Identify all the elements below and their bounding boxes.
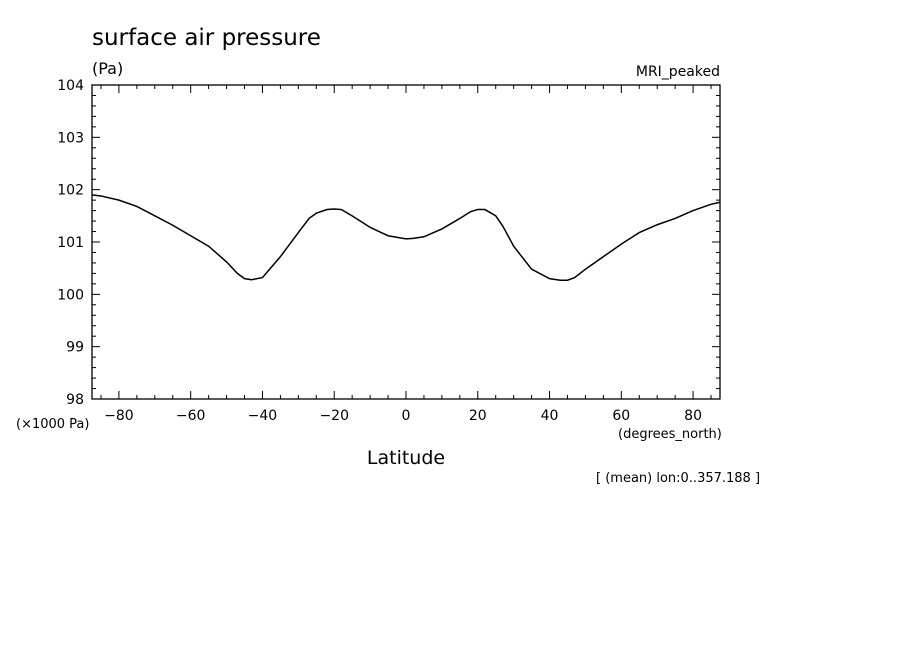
units-label: (Pa) [92,59,123,78]
x-tick-label: −20 [319,408,349,424]
x-tick-label: 40 [541,408,559,424]
footnote: [ (mean) lon:0..357.188 ] [596,471,760,486]
x-tick-label: −80 [104,408,134,424]
x-tick-label: 60 [612,408,630,424]
x-axis-label: Latitude [367,447,445,469]
x-unit-label: (degrees_north) [618,427,722,442]
x-tick-label: 0 [402,408,411,424]
x-tick-label: 80 [684,408,702,424]
y-tick-label: 100 [57,287,84,303]
x-tick-labels: −80 −60 −40 −20 0 20 40 60 80 [104,408,702,424]
model-label: MRI_peaked [636,64,720,80]
y-tick-label: 99 [66,340,84,356]
x-tick-label: 20 [469,408,487,424]
y-tick-labels: 98 99 100 101 102 103 104 [57,78,84,408]
series-line [91,194,721,281]
y-tick-label: 104 [57,78,84,94]
y-tick-label: 101 [57,235,84,251]
tick-marks [92,84,720,400]
y-tick-label: 98 [66,392,84,408]
x-tick-label: −40 [248,408,278,424]
y-tick-label: 103 [57,130,84,146]
y-tick-label: 102 [57,183,84,199]
chart-title: surface air pressure [92,25,321,51]
x-tick-label: −60 [176,408,206,424]
y-scale-note: (×1000 Pa) [16,417,89,432]
